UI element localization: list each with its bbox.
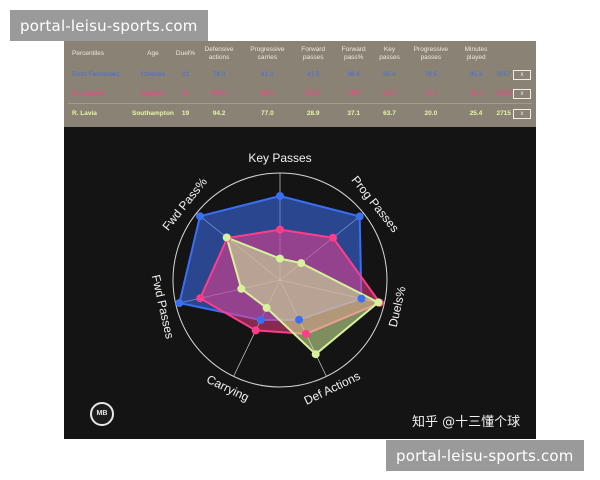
header-remove (495, 43, 511, 65)
stats-table-panel: Percentiles Age Duel% Defensive actions … (64, 41, 536, 127)
radar-point (329, 233, 337, 242)
prog-carries-cell: 41.5 (306, 71, 320, 78)
radar-point (276, 225, 284, 234)
radar-axis-label: Duels% (386, 285, 409, 329)
watermark-bottom: portal-leisu-sports.com (386, 440, 584, 471)
watermark-top: portal-leisu-sports.com (10, 10, 208, 41)
radar-point (276, 254, 284, 263)
radar-point (262, 303, 271, 312)
radar-point (357, 294, 366, 303)
header-duel-pct: Duel% (175, 50, 196, 57)
header-minutes-played: Minutes played (464, 46, 488, 61)
radar-series-area (225, 236, 380, 356)
remove-player-button[interactable]: x (512, 88, 531, 99)
radar-point (374, 298, 383, 307)
stats-table: Percentiles Age Duel% Defensive actions … (68, 43, 532, 123)
key-passes-cell: 20.0 (424, 110, 438, 117)
fwd-passes-cell: 76.5 (347, 90, 361, 97)
radar-point (276, 192, 284, 200)
def-actions-cell: 55.9 (261, 90, 274, 97)
radar-point (302, 329, 310, 338)
header-defensive-actions: Defensive actions (204, 46, 234, 61)
key-passes-cell: 47.1 (424, 90, 438, 97)
minutes-cell: 4299 (496, 90, 511, 97)
table-row: R. Lavia Southampton 19 94.2 77.0 28.9 3… (68, 103, 532, 124)
remove-cell: x (512, 104, 532, 124)
header-progressive-carries: Progressive carries (250, 46, 285, 61)
author-credit: 知乎 @十三懂个球 (412, 415, 521, 430)
prog-carries-cell: 28.9 (306, 110, 320, 117)
def-actions-cell: 77.0 (261, 110, 274, 117)
minutes-cell: 2715 (496, 110, 511, 117)
radar-point (297, 259, 306, 268)
player-name: Enzo Fernández (72, 71, 120, 78)
header-forward-passes: Forward passes (301, 46, 326, 61)
radar-axis-label: Key Passes (248, 151, 311, 165)
header-key-passes: Key passes (379, 46, 400, 61)
radar-axis-label: Def Actions (302, 369, 363, 408)
table-row: M. Caicedo Brighton 21 95.8 55.9 52.3 76… (68, 84, 532, 104)
key-passes-cell: 78.5 (424, 71, 438, 78)
fwd-pass-pct-cell: 63.0 (383, 90, 396, 97)
remove-player-button[interactable]: x (512, 69, 531, 80)
prog-passes-cell: 95.3 (469, 71, 483, 78)
header-forward-pass-pct: Forward pass% (341, 46, 366, 61)
minutes-cell: 3557 (496, 71, 511, 78)
duel-pct-cell: 78.0 (212, 71, 226, 78)
radar-point (175, 299, 184, 307)
radar-point (196, 212, 204, 221)
prog-carries-cell: 52.3 (306, 90, 320, 97)
radar-point (222, 233, 231, 242)
player-team: Chelsea (141, 71, 165, 78)
radar-point (256, 316, 265, 324)
header-percentiles: Percentiles (72, 50, 105, 57)
player-age: 19 (181, 110, 190, 117)
fwd-passes-cell: 96.4 (347, 71, 361, 78)
remove-player-button[interactable]: x (512, 108, 531, 119)
player-age: 21 (181, 90, 190, 97)
radar-point (251, 326, 260, 335)
radar-point (196, 294, 205, 303)
header-age: Age (147, 50, 159, 57)
fwd-pass-pct-cell: 95.6 (383, 71, 396, 78)
player-age: 22 (181, 71, 190, 78)
remove-cell: x (512, 65, 532, 84)
def-actions-cell: 41.2 (261, 71, 274, 78)
player-name: M. Caicedo (72, 90, 105, 97)
header-progressive-passes: Progressive passes (413, 46, 449, 61)
duel-pct-cell: 95.8 (212, 90, 226, 97)
prog-passes-cell: 63.4 (469, 90, 483, 97)
radar-axis-label: Carrying (204, 372, 251, 404)
table-row: Enzo Fernández Chelsea 22 78.0 41.2 41.5… (68, 65, 532, 84)
radar-point (295, 315, 304, 324)
player-name: R. Lavia (72, 110, 97, 117)
radar-point (311, 350, 320, 359)
player-team: Southampton (132, 110, 174, 117)
remove-cell: x (512, 84, 532, 104)
prog-passes-cell: 25.4 (469, 110, 483, 117)
table-header-row: Percentiles Age Duel% Defensive actions … (68, 43, 532, 65)
duel-pct-cell: 94.2 (212, 110, 226, 117)
mb-logo: MB (90, 402, 114, 426)
player-team: Brighton (140, 90, 166, 97)
fwd-pass-pct-cell: 63.7 (383, 110, 396, 117)
fwd-passes-cell: 37.1 (347, 110, 361, 117)
radar-point (355, 212, 364, 221)
radar-point (237, 284, 246, 293)
